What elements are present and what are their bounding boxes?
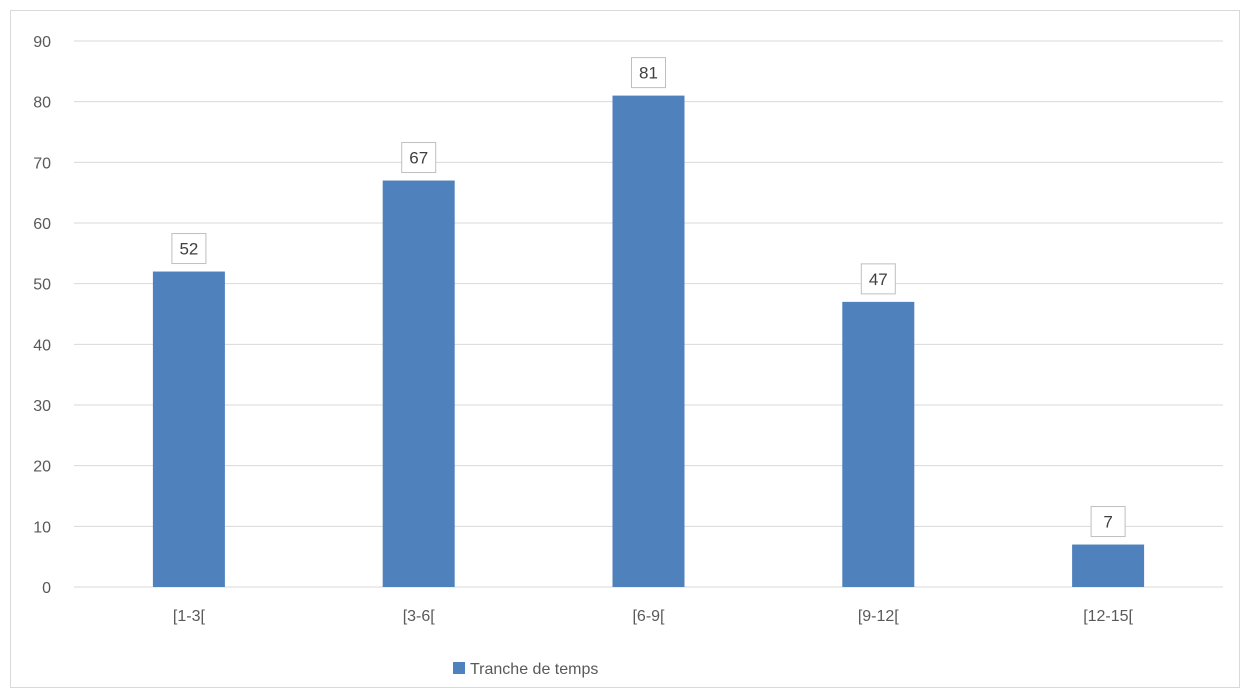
bar bbox=[842, 301, 915, 587]
bars bbox=[152, 95, 1145, 588]
bar bbox=[612, 95, 685, 587]
data-label-text: 7 bbox=[1103, 513, 1112, 532]
legend: Tranche de temps bbox=[453, 661, 598, 678]
data-label: 7 bbox=[1090, 506, 1126, 538]
x-tick-label: [6-9[ bbox=[632, 608, 665, 625]
y-tick-label: 60 bbox=[33, 216, 51, 233]
data-label-box bbox=[631, 57, 666, 89]
y-tick-label: 10 bbox=[33, 519, 51, 536]
bar-chart: 0 10 20 30 40 50 60 70 80 90 52 67 81 47 7 [1-3[ [3-6[… bbox=[33, 34, 1223, 678]
legend-swatch bbox=[453, 662, 465, 674]
y-axis-tick-labels: 0 10 20 30 40 50 60 70 80 90 bbox=[33, 34, 51, 597]
bar bbox=[152, 271, 225, 587]
y-tick-label: 50 bbox=[33, 277, 51, 294]
y-tick-label: 90 bbox=[33, 34, 51, 51]
data-label: 47 bbox=[860, 263, 896, 295]
data-label: 67 bbox=[401, 142, 437, 174]
y-tick-label: 80 bbox=[33, 95, 51, 112]
data-label-text: 47 bbox=[869, 270, 888, 289]
data-label-text: 81 bbox=[639, 64, 658, 83]
data-label-box bbox=[401, 142, 437, 174]
y-tick-label: 70 bbox=[33, 155, 51, 172]
data-label: 52 bbox=[171, 233, 207, 265]
chart-frame: 0 10 20 30 40 50 60 70 80 90 52 67 81 47 7 [1-3[ [3-6[… bbox=[10, 10, 1240, 688]
bar bbox=[382, 180, 455, 588]
data-label-box bbox=[171, 233, 207, 265]
data-label-text: 67 bbox=[409, 149, 428, 168]
data-label-box bbox=[1090, 506, 1126, 538]
legend-label: Tranche de temps bbox=[470, 661, 598, 678]
data-labels: 52 67 81 47 7 bbox=[171, 57, 1126, 538]
data-label: 81 bbox=[631, 57, 666, 89]
x-tick-label: [9-12[ bbox=[858, 608, 899, 625]
x-axis-tick-labels: [1-3[ [3-6[ [6-9[ [9-12[ [12-15[ bbox=[173, 608, 1134, 625]
x-tick-label: [12-15[ bbox=[1083, 608, 1133, 625]
y-tick-label: 30 bbox=[33, 398, 51, 415]
y-tick-label: 20 bbox=[33, 459, 51, 476]
x-tick-label: [1-3[ bbox=[173, 608, 206, 625]
y-tick-label: 40 bbox=[33, 337, 51, 354]
bar bbox=[1072, 544, 1145, 587]
x-tick-label: [3-6[ bbox=[403, 608, 436, 625]
data-label-box bbox=[860, 263, 896, 295]
data-label-text: 52 bbox=[179, 240, 198, 259]
y-tick-label: 0 bbox=[42, 580, 51, 597]
